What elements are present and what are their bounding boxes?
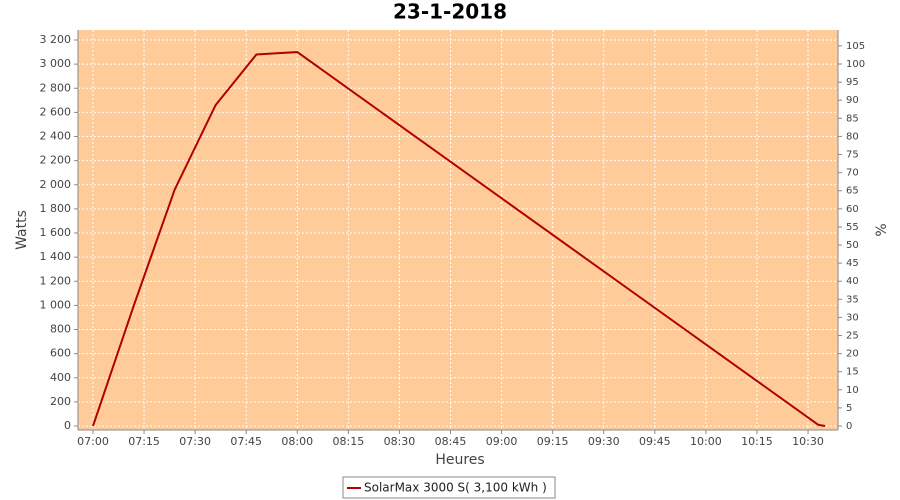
y-axis-label: Watts [14, 210, 30, 250]
y-tick-label: 400 [50, 371, 71, 384]
y-tick-label: 200 [50, 395, 71, 408]
x-tick-label: 07:00 [77, 435, 109, 448]
x-tick-label: 07:30 [179, 435, 211, 448]
y-tick-label: 600 [50, 347, 71, 360]
y2-tick-label: 0 [846, 421, 852, 432]
y-tick-label: 2 000 [40, 178, 72, 191]
y2-tick-label: 90 [846, 95, 859, 106]
y2-axis-label: % [874, 223, 890, 236]
y2-tick-label: 100 [846, 59, 865, 70]
y-tick-label: 800 [50, 323, 71, 336]
y2-tick-label: 70 [846, 168, 859, 179]
y2-tick-label: 35 [846, 294, 859, 305]
y2-tick-label: 60 [846, 204, 859, 215]
x-tick-label: 10:15 [741, 435, 773, 448]
y2-tick-label: 5 [846, 403, 852, 414]
y-tick-label: 3 000 [40, 57, 72, 70]
y2-tick-label: 45 [846, 258, 859, 269]
x-tick-label: 09:15 [537, 435, 569, 448]
y2-tick-label: 20 [846, 349, 859, 360]
x-tick-label: 08:30 [384, 435, 416, 448]
chart-title: 23-1-2018 [393, 0, 507, 24]
line-series [92, 51, 826, 428]
x-tick-label: 09:30 [588, 435, 620, 448]
y-tick-label: 2 800 [40, 81, 72, 94]
legend-label: SolarMax 3000 S( 3,100 kWh ) [364, 481, 547, 495]
plot-area [78, 30, 838, 430]
y2-tick-label: 10 [846, 385, 859, 396]
x-tick-label: 08:15 [333, 435, 365, 448]
y-tick-label: 1 800 [40, 202, 72, 215]
x-tick-label: 08:00 [281, 435, 313, 448]
y-tick-label: 1 000 [40, 298, 72, 311]
x-tick-label: 09:45 [639, 435, 671, 448]
x-tick-label: 09:00 [486, 435, 518, 448]
y2-tick-label: 30 [846, 312, 859, 323]
y2-tick-label: 75 [846, 150, 859, 161]
y2-tick-label: 105 [846, 41, 865, 52]
y-tick-label: 1 600 [40, 226, 72, 239]
x-tick-label: 10:00 [690, 435, 722, 448]
y-tick-label: 1 400 [40, 250, 72, 263]
y2-tick-label: 40 [846, 276, 859, 287]
x-tick-label: 08:45 [435, 435, 467, 448]
y-tick-label: 2 600 [40, 105, 72, 118]
y2-tick-label: 95 [846, 77, 859, 88]
y2-tick-label: 50 [846, 240, 859, 251]
y2-tick-label: 65 [846, 186, 859, 197]
y2-tick-label: 85 [846, 113, 859, 124]
y-tick-label: 2 400 [40, 130, 72, 143]
legend-box [342, 476, 556, 499]
y2-tick-label: 15 [846, 367, 859, 378]
y2-tick-label: 55 [846, 222, 859, 233]
x-tick-label: 07:45 [230, 435, 262, 448]
x-tick-label: 10:30 [792, 435, 824, 448]
y2-tick-label: 25 [846, 331, 859, 342]
y-tick-label: 1 200 [40, 274, 72, 287]
y-tick-label: 0 [64, 419, 71, 432]
y2-tick-label: 80 [846, 131, 859, 142]
x-tick-label: 07:15 [128, 435, 160, 448]
y-tick-label: 3 200 [40, 33, 72, 46]
y-tick-label: 2 200 [40, 154, 72, 167]
x-axis-label: Heures [435, 452, 484, 468]
